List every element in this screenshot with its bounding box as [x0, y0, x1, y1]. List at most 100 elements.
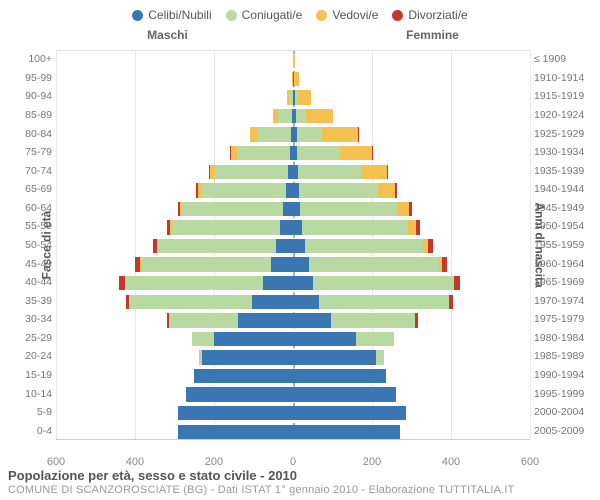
seg-d	[428, 239, 433, 253]
seg-c	[186, 387, 293, 401]
ylabel-age: 100+	[6, 53, 52, 65]
ylabel-age: 95-99	[6, 72, 52, 84]
seg-m	[356, 332, 394, 346]
ylabel-age: 35-39	[6, 295, 52, 307]
seg-c	[178, 406, 293, 420]
seg-c	[194, 369, 293, 383]
bar-right	[293, 387, 530, 401]
ylabel-age: 25-29	[6, 332, 52, 344]
ylabel-age: 50-54	[6, 239, 52, 251]
footer-sub: COMUNE DI SCANZOROSCIATE (BG) - Dati IST…	[8, 484, 600, 496]
bar-left	[56, 406, 293, 420]
seg-m	[129, 295, 251, 309]
bar-right	[293, 90, 530, 104]
seg-m	[313, 276, 453, 290]
ylabel-year: 1975-1979	[534, 313, 594, 325]
seg-d	[409, 202, 412, 216]
ylabel-age: 55-59	[6, 220, 52, 232]
seg-d	[454, 276, 460, 290]
gridline	[530, 51, 531, 439]
bar-left	[56, 183, 293, 197]
seg-c	[293, 276, 313, 290]
age-row	[56, 202, 530, 216]
seg-m	[169, 313, 238, 327]
ylabel-age: 45-49	[6, 258, 52, 270]
bar-left	[56, 127, 293, 141]
seg-m	[215, 165, 288, 179]
seg-c	[214, 332, 293, 346]
seg-d	[395, 183, 397, 197]
seg-c	[252, 295, 293, 309]
age-row	[56, 332, 530, 346]
seg-c	[280, 220, 293, 234]
bar-left	[56, 165, 293, 179]
ylabel-year: 1950-1954	[534, 220, 594, 232]
seg-m	[309, 257, 439, 271]
bar-right	[293, 406, 530, 420]
bar-right	[293, 332, 530, 346]
seg-m	[192, 332, 214, 346]
seg-d	[442, 257, 448, 271]
ylabel-year: 1925-1929	[534, 128, 594, 140]
bar-left	[56, 313, 293, 327]
ylabel-year: 1955-1959	[534, 239, 594, 251]
seg-c	[293, 387, 396, 401]
legend-label: Divorziati/e	[408, 8, 467, 22]
ylabel-age: 75-79	[6, 146, 52, 158]
xtick: 400	[442, 456, 460, 468]
pyramid-chart: Celibi/NubiliConiugati/eVedovi/eDivorzia…	[0, 0, 600, 500]
xtick: 600	[47, 456, 65, 468]
ylabel-year: 1990-1994	[534, 369, 594, 381]
bar-right	[293, 239, 530, 253]
seg-c	[293, 202, 300, 216]
age-row	[56, 183, 530, 197]
ylabel-age: 40-44	[6, 276, 52, 288]
age-row	[56, 90, 530, 104]
bar-left	[56, 350, 293, 364]
seg-v	[294, 72, 299, 86]
gender-left: Maschi	[0, 28, 300, 42]
seg-c	[271, 257, 293, 271]
age-row	[56, 109, 530, 123]
seg-m	[298, 165, 361, 179]
seg-m	[125, 276, 263, 290]
bar-right	[293, 183, 530, 197]
ylabel-age: 90-94	[6, 90, 52, 102]
ylabel-year: 1945-1949	[534, 202, 594, 214]
seg-v	[297, 90, 311, 104]
bar-right	[293, 53, 530, 67]
footer: Popolazione per età, sesso e stato civil…	[8, 468, 600, 496]
seg-m	[299, 183, 378, 197]
seg-m	[297, 146, 340, 160]
seg-v	[250, 127, 257, 141]
seg-d	[415, 313, 417, 327]
ylabel-year: 1930-1934	[534, 146, 594, 158]
age-row	[56, 53, 530, 67]
seg-c	[293, 332, 356, 346]
seg-m	[300, 202, 397, 216]
bar-right	[293, 313, 530, 327]
bar-left	[56, 202, 293, 216]
legend-item: Coniugati/e	[226, 8, 303, 22]
bar-left	[56, 425, 293, 439]
age-row	[56, 425, 530, 439]
legend-swatch	[316, 10, 327, 21]
ylabel-year: 1915-1919	[534, 90, 594, 102]
bar-left	[56, 90, 293, 104]
seg-m	[305, 239, 424, 253]
bar-right	[293, 369, 530, 383]
bar-left	[56, 220, 293, 234]
seg-m	[201, 183, 286, 197]
bar-right	[293, 425, 530, 439]
ylabel-age: 10-14	[6, 388, 52, 400]
seg-m	[302, 220, 409, 234]
ylabel-year: 1965-1969	[534, 276, 594, 288]
seg-c	[238, 313, 293, 327]
seg-c	[286, 183, 293, 197]
ylabel-age: 85-89	[6, 109, 52, 121]
legend-swatch	[392, 10, 403, 21]
ylabel-age: 80-84	[6, 128, 52, 140]
footer-title: Popolazione per età, sesso e stato civil…	[8, 468, 600, 483]
seg-v	[361, 165, 387, 179]
chart-area: Fasce di età Anni di nascita	[56, 50, 530, 440]
